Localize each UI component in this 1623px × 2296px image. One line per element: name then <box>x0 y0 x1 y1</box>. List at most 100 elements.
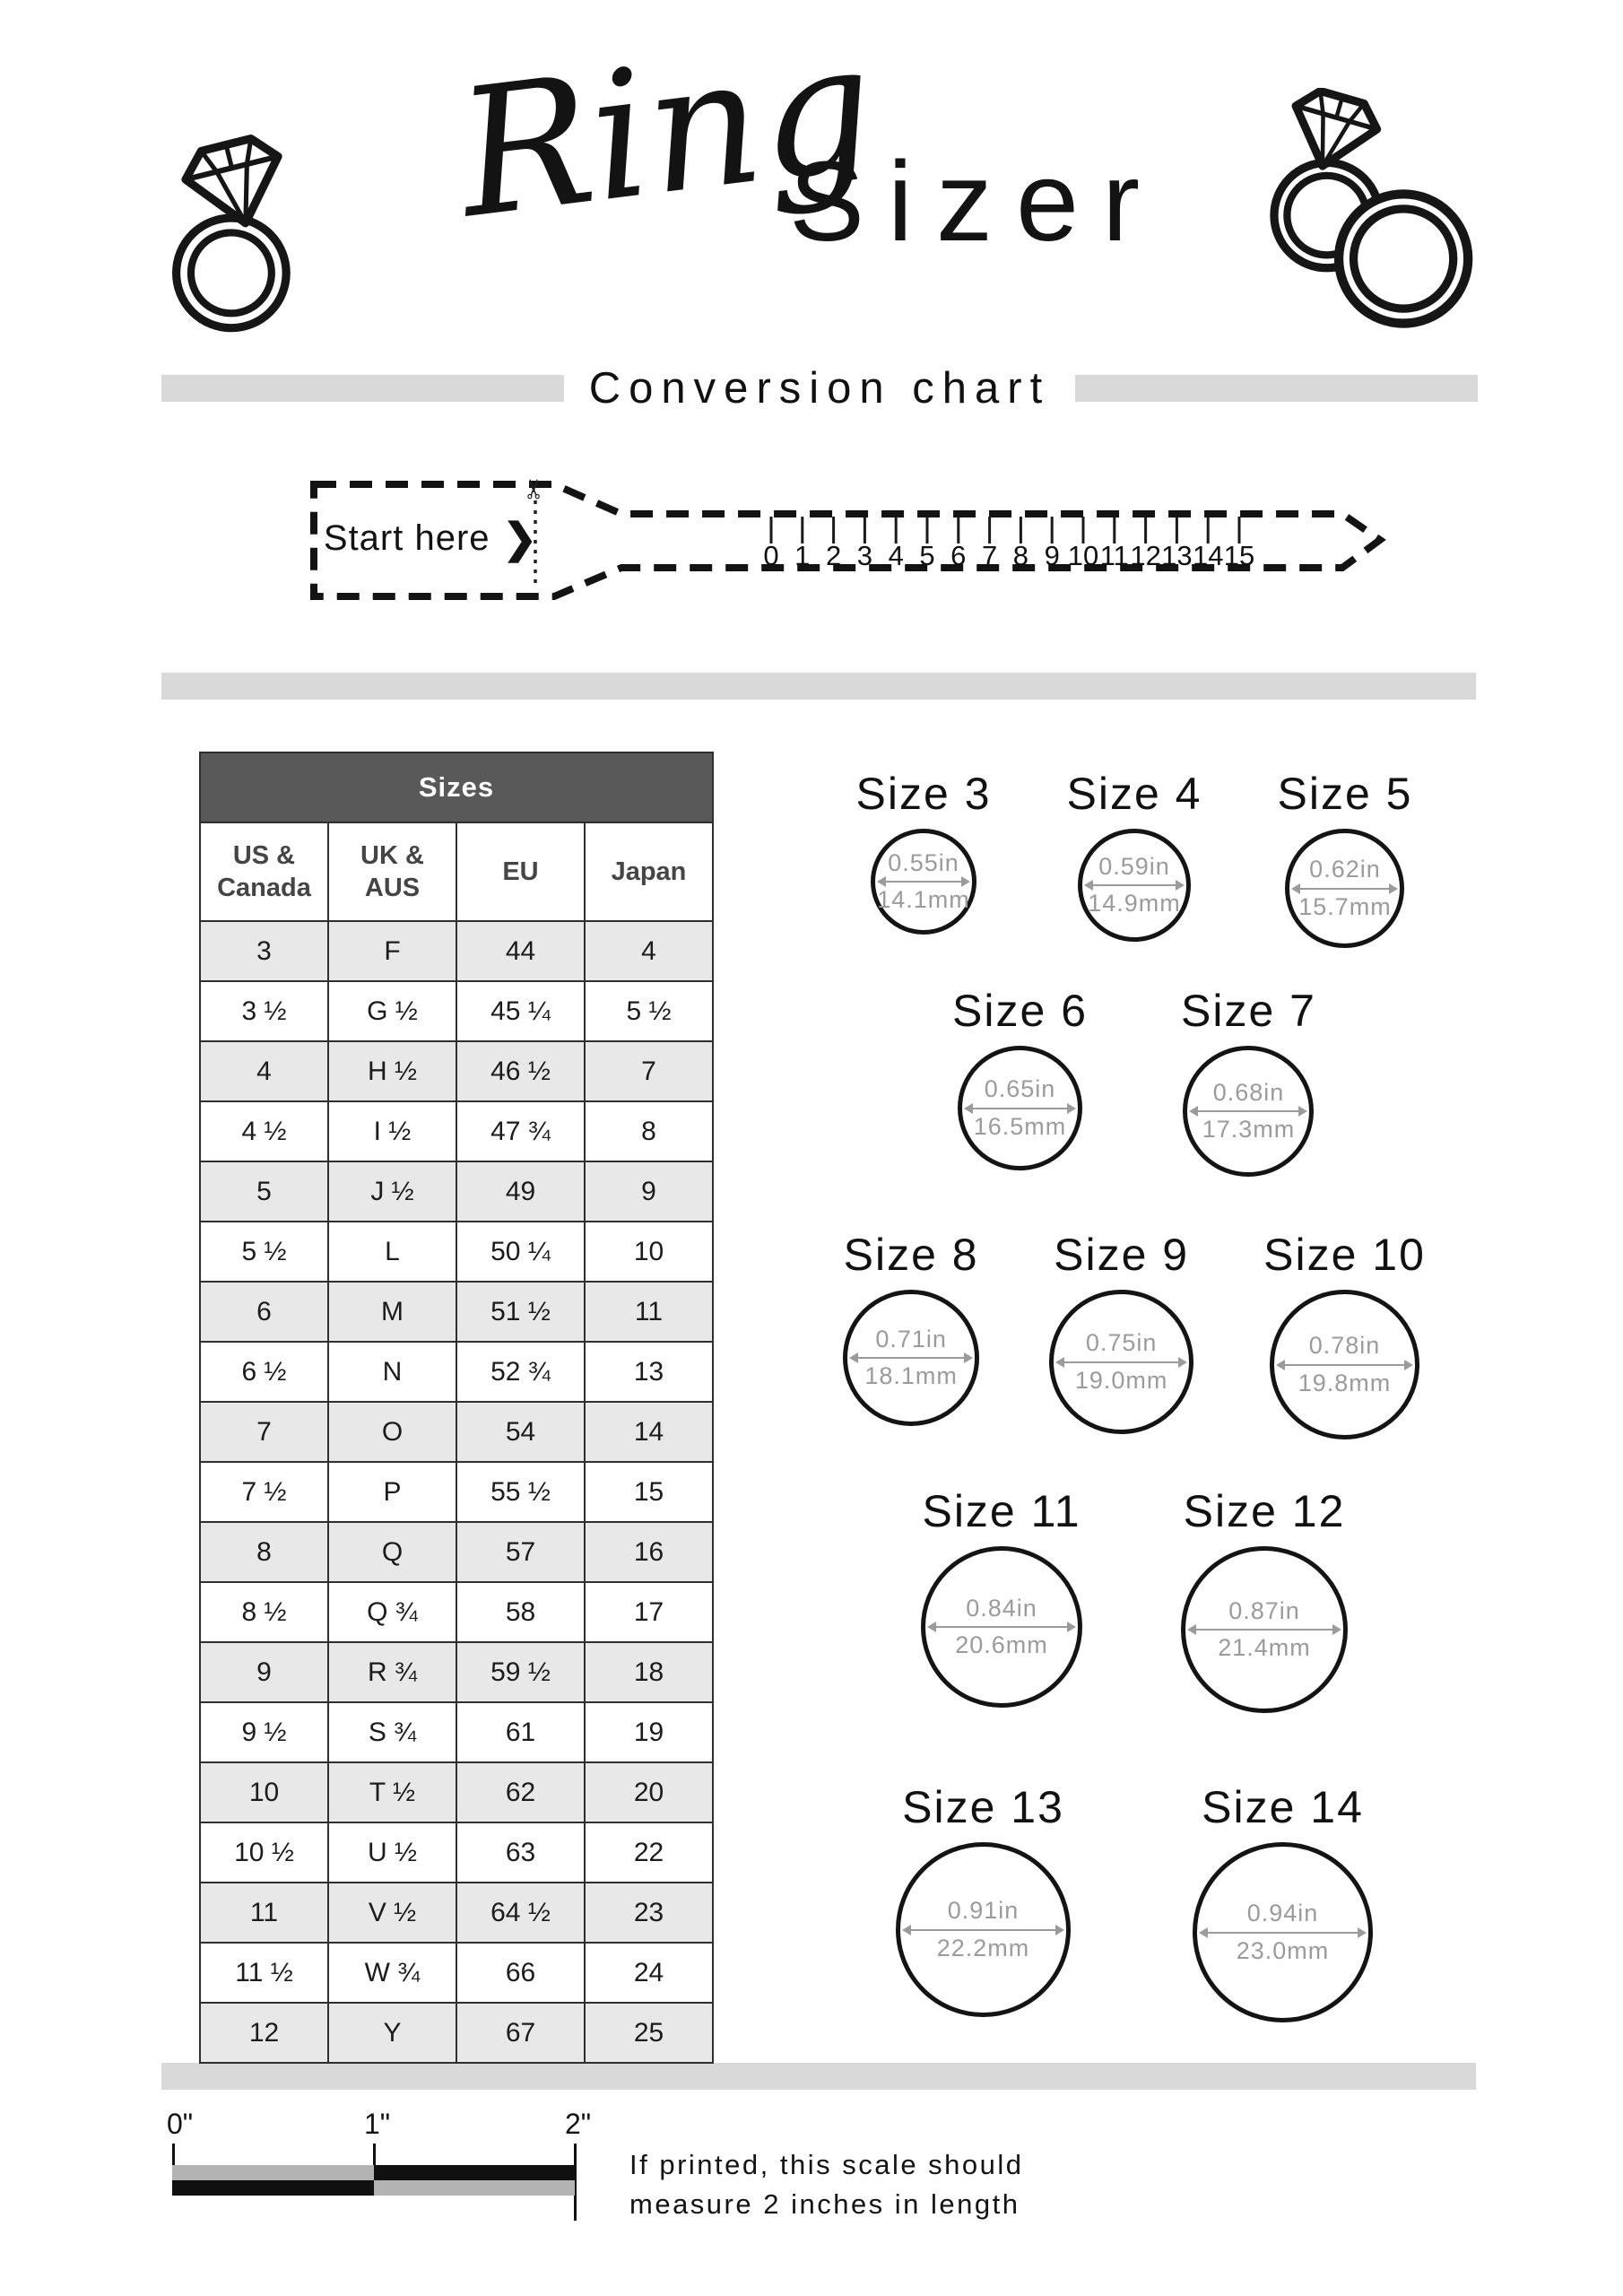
ruler-number: 7 <box>982 540 997 571</box>
diameter-arrow-icon <box>877 876 971 887</box>
table-cell: 57 <box>456 1521 586 1583</box>
ring-size-circle: 0.62in 15.7mm <box>1285 829 1405 948</box>
diameter-inches: 0.91in <box>947 1897 1020 1925</box>
table-cell: 5 <box>199 1161 329 1222</box>
column-header: EU <box>456 822 586 922</box>
scale-bar-top <box>172 2165 575 2180</box>
table-cell: J ½ <box>327 1161 457 1222</box>
diameter-inches: 0.94in <box>1246 1900 1319 1927</box>
diameter-mm: 23.0mm <box>1236 1936 1330 1964</box>
diameter-mm: 15.7mm <box>1298 892 1392 920</box>
ring-size-title: Size 14 <box>1202 1782 1364 1832</box>
table-cell: 22 <box>584 1822 714 1883</box>
scale-tick-0 <box>172 2144 175 2165</box>
ruler-number: 10 <box>1068 540 1098 571</box>
size-conversion-table: Sizes US & Canada UK & AUS EU Japan 3 F 44 4 3 … <box>199 752 714 2064</box>
table-cell: 10 ½ <box>199 1822 329 1883</box>
diameter-inches: 0.78in <box>1308 1332 1381 1360</box>
ring-size-circle: 0.68in 17.3mm <box>1183 1046 1315 1177</box>
table-cell: F <box>327 920 457 982</box>
table-cell: 11 <box>199 1882 329 1944</box>
table-cell: 18 <box>584 1641 714 1703</box>
ruler-number: 15 <box>1224 540 1254 571</box>
ruler-number: 9 <box>1045 540 1060 571</box>
table-cell: 46 ½ <box>456 1040 586 1102</box>
table-cell: S ¾ <box>327 1701 457 1763</box>
table-row: 6 ½ N 52 ¾ 13 <box>199 1341 714 1403</box>
diameter-mm: 20.6mm <box>955 1631 1048 1658</box>
table-cell: U ½ <box>327 1822 457 1883</box>
ring-size-circle: 0.59in 14.9mm <box>1078 829 1191 942</box>
table-cell: Q <box>327 1521 457 1583</box>
ring-size-circle: 0.87in 21.4mm <box>1181 1546 1348 1713</box>
ruler-number: 6 <box>950 540 966 571</box>
table-cell: T ½ <box>327 1761 457 1823</box>
diameter-arrow-icon <box>1291 883 1399 894</box>
table-cell: 24 <box>584 1942 714 2004</box>
diameter-inches: 0.55in <box>888 848 959 876</box>
table-cell: 13 <box>584 1341 714 1403</box>
table-cell: 67 <box>456 2002 586 2064</box>
table-cell: G ½ <box>327 980 457 1042</box>
ring-size-title: Size 10 <box>1263 1230 1426 1280</box>
diameter-mm: 16.5mm <box>973 1112 1067 1140</box>
ring-size-item: Size 11 0.84in 20.6mm <box>921 1485 1082 1708</box>
ring-size-item: Size 10 0.78in 19.8mm <box>1263 1229 1426 1439</box>
ring-size-item: Size 3 0.55in 14.1mm <box>856 768 992 935</box>
ring-size-circle: 0.91in 22.2mm <box>896 1842 1071 2017</box>
print-scale-note-line1: If printed, this scale should <box>629 2149 1024 2180</box>
ring-size-title: Size 5 <box>1277 769 1413 819</box>
table-cell: 5 ½ <box>584 980 714 1042</box>
divider-top <box>161 673 1476 700</box>
ring-size-title: Size 12 <box>1183 1486 1346 1536</box>
subtitle-row: Conversion chart <box>161 362 1478 414</box>
diameter-inches: 0.62in <box>1309 856 1381 883</box>
table-row: 7 ½ P 55 ½ 15 <box>199 1461 714 1523</box>
ring-size-title: Size 6 <box>952 986 1088 1036</box>
table-cell: 61 <box>456 1701 586 1763</box>
table-cell: H ½ <box>327 1040 457 1102</box>
ring-size-circle: 0.75in 19.0mm <box>1049 1290 1194 1434</box>
table-cell: 10 <box>199 1761 329 1823</box>
table-cell: V ½ <box>327 1882 457 1944</box>
subtitle-bar-right <box>1075 375 1478 402</box>
table-cell: 11 <box>584 1281 714 1343</box>
scale-segment <box>172 2165 374 2180</box>
table-cell: 54 <box>456 1401 586 1463</box>
table-cell: 51 ½ <box>456 1281 586 1343</box>
table-row: 3 F 44 4 <box>199 920 714 982</box>
ring-size-title: Size 11 <box>922 1486 1081 1536</box>
diameter-arrow-icon <box>1199 1926 1367 1938</box>
diameter-inches: 0.65in <box>984 1075 1056 1103</box>
diameter-mm: 14.9mm <box>1088 890 1181 917</box>
diameter-arrow-icon <box>902 1924 1064 1935</box>
column-header: US & Canada <box>199 822 329 922</box>
diameter-arrow-icon <box>1084 880 1185 891</box>
table-cell: 9 <box>199 1641 329 1703</box>
table-cell: 4 <box>584 920 714 982</box>
table-cell: 10 <box>584 1221 714 1283</box>
table-cell: 19 <box>584 1701 714 1763</box>
table-cell: 55 ½ <box>456 1461 586 1523</box>
diameter-inches: 0.87in <box>1228 1596 1300 1624</box>
table-cell: O <box>327 1401 457 1463</box>
ring-size-circle: 0.78in 19.8mm <box>1270 1290 1419 1439</box>
scale-tick-2 <box>574 2144 577 2221</box>
start-here-label: Start here <box>323 517 490 558</box>
diameter-arrow-icon <box>1276 1359 1413 1370</box>
table-cell: 3 ½ <box>199 980 329 1042</box>
table-cell: 44 <box>456 920 586 982</box>
diameter-inches: 0.68in <box>1212 1078 1285 1106</box>
table-cell: 17 <box>584 1581 714 1643</box>
table-cell: 63 <box>456 1822 586 1883</box>
diameter-mm: 19.0mm <box>1074 1366 1168 1394</box>
ring-size-item: Size 5 0.62in 15.7mm <box>1277 768 1412 948</box>
table-cell: 8 <box>584 1100 714 1162</box>
ruler-number: 5 <box>919 540 934 571</box>
wedding-rings-icon <box>1270 88 1473 328</box>
diamond-ring-icon <box>171 134 291 333</box>
table-cell: 25 <box>584 2002 714 2064</box>
